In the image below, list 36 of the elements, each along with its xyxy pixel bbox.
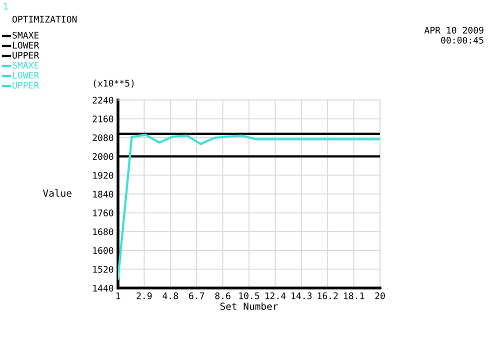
y-tick-label: 2000	[92, 153, 114, 160]
text: 00:00:45	[441, 36, 484, 44]
legend-label: SMAXE	[12, 32, 39, 39]
x-tick-label: 10.5	[239, 292, 260, 300]
legend-label: SMAXE	[12, 62, 39, 69]
y-tick-label: 1600	[93, 247, 114, 254]
x-tick-label: 12.4	[265, 292, 286, 300]
x-tick-label: 8.6	[215, 292, 230, 300]
text: 1	[4, 2, 8, 10]
y-tick-label: 1680	[93, 228, 114, 236]
x-tick-label: 20	[375, 292, 385, 300]
y-tick-label: 1520	[93, 266, 114, 273]
x-tick-label: 2.9	[136, 292, 152, 300]
x-tick-label: 1	[116, 292, 120, 300]
legend-label: LOWER	[12, 42, 40, 49]
y-tick-label: 2160	[92, 116, 114, 122]
x-tick-label: 18.1	[344, 292, 364, 300]
x-axis-title: Set Number	[220, 302, 278, 310]
legend-label: UPPER	[12, 52, 40, 59]
y-axis-title: Value	[43, 189, 72, 197]
text: (x10**5)	[94, 80, 134, 88]
y-tick-label: 1760	[93, 210, 114, 216]
x-tick-label: 4.8	[162, 292, 178, 300]
x-tick-label: 14.3	[292, 292, 312, 300]
y-tick-label: 1840	[93, 190, 114, 198]
legend-label: LOWER	[12, 72, 40, 79]
line-series	[118, 134, 380, 280]
text: APR 10 2009	[424, 26, 484, 34]
y-tick-label: 2240	[92, 96, 114, 104]
y-tick-label: 1440	[93, 284, 114, 292]
x-tick-label: 16.2	[318, 292, 338, 300]
x-tick-label: 6.7	[189, 292, 204, 300]
text: OPTIMIZATION	[12, 16, 77, 23]
y-tick-label: 2080	[92, 134, 114, 142]
y-tick-label: 1920	[93, 172, 114, 179]
legend-label: UPPER	[12, 82, 40, 89]
